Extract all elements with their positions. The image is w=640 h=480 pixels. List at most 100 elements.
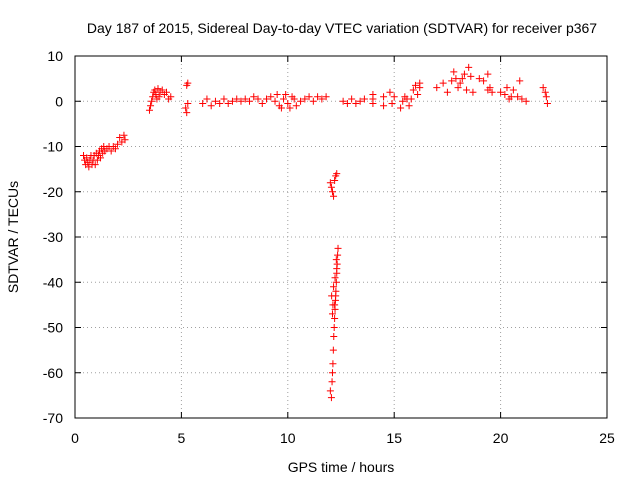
data-point bbox=[369, 90, 377, 98]
data-point bbox=[250, 93, 258, 101]
data-point bbox=[328, 310, 336, 318]
data-point bbox=[516, 77, 524, 85]
data-point bbox=[454, 84, 462, 92]
y-tick-label: -50 bbox=[43, 320, 63, 336]
grid-lines bbox=[75, 56, 607, 418]
data-point bbox=[91, 161, 99, 169]
data-point bbox=[448, 77, 456, 85]
data-point bbox=[328, 378, 336, 386]
data-point bbox=[329, 301, 337, 309]
data-point bbox=[182, 104, 190, 112]
y-tick-label: 0 bbox=[55, 93, 63, 109]
data-point bbox=[121, 136, 129, 144]
data-point bbox=[199, 100, 207, 108]
data-point bbox=[245, 97, 253, 105]
data-point bbox=[411, 81, 419, 89]
data-point bbox=[330, 192, 338, 200]
data-point bbox=[352, 100, 360, 108]
data-point bbox=[154, 85, 162, 93]
data-point bbox=[503, 84, 511, 92]
data-point bbox=[409, 86, 417, 94]
data-point bbox=[322, 93, 330, 101]
data-point bbox=[484, 86, 492, 94]
x-tick-label: 5 bbox=[178, 430, 186, 446]
data-point bbox=[305, 93, 313, 101]
data-point bbox=[111, 145, 119, 153]
data-point bbox=[158, 86, 166, 94]
y-tick-label: -10 bbox=[43, 139, 63, 155]
data-point bbox=[456, 79, 464, 87]
x-tick-label: 25 bbox=[599, 430, 615, 446]
data-point bbox=[145, 106, 153, 114]
x-tick-label: 20 bbox=[493, 430, 509, 446]
data-point bbox=[309, 97, 317, 105]
data-point bbox=[233, 95, 241, 103]
data-point bbox=[97, 154, 105, 162]
data-point bbox=[469, 88, 477, 96]
data-point bbox=[480, 77, 488, 85]
x-tick-label: 10 bbox=[280, 430, 296, 446]
data-point bbox=[120, 131, 128, 139]
data-point bbox=[277, 104, 285, 112]
x-axis-label: GPS time / hours bbox=[288, 459, 395, 475]
data-point bbox=[509, 86, 517, 94]
y-tick-label: 10 bbox=[47, 48, 63, 64]
data-point bbox=[286, 104, 294, 112]
data-point bbox=[267, 93, 275, 101]
data-point bbox=[333, 265, 341, 273]
data-point bbox=[148, 97, 156, 105]
data-point bbox=[273, 90, 281, 98]
data-point bbox=[330, 324, 338, 331]
data-point bbox=[467, 72, 475, 80]
data-point bbox=[332, 278, 340, 286]
data-point bbox=[147, 102, 155, 110]
data-point bbox=[416, 79, 424, 87]
y-axis-label: SDTVAR / TECUs bbox=[5, 181, 21, 293]
data-point bbox=[107, 147, 115, 155]
data-point bbox=[116, 133, 124, 141]
data-point bbox=[542, 93, 550, 101]
data-point bbox=[220, 95, 228, 103]
data-point bbox=[360, 95, 368, 103]
data-point bbox=[333, 170, 341, 178]
data-point bbox=[241, 95, 249, 103]
data-point bbox=[326, 179, 334, 187]
data-point bbox=[183, 81, 191, 89]
data-point bbox=[328, 188, 336, 196]
data-point bbox=[114, 140, 122, 148]
data-point bbox=[399, 97, 407, 105]
data-point bbox=[326, 387, 334, 395]
data-point bbox=[332, 256, 340, 264]
data-point bbox=[329, 360, 337, 368]
data-point bbox=[443, 88, 451, 96]
data-point bbox=[330, 283, 338, 291]
data-point bbox=[388, 100, 396, 108]
data-point bbox=[463, 86, 471, 94]
data-point bbox=[339, 97, 347, 105]
data-point bbox=[211, 97, 219, 105]
data-point bbox=[228, 97, 236, 105]
data-point bbox=[405, 102, 413, 110]
data-point bbox=[539, 84, 547, 92]
data-point bbox=[329, 346, 337, 354]
data-point bbox=[380, 102, 388, 110]
data-point bbox=[501, 90, 509, 98]
data-point bbox=[518, 95, 526, 103]
data-point bbox=[155, 93, 163, 101]
data-point bbox=[452, 75, 460, 83]
data-point bbox=[484, 70, 492, 78]
data-point bbox=[386, 88, 394, 96]
data-point bbox=[254, 95, 262, 103]
data-point bbox=[407, 95, 415, 103]
data-point bbox=[203, 95, 211, 103]
data-point bbox=[184, 100, 192, 108]
data-point bbox=[330, 333, 338, 341]
x-tick-labels: 0 5 10 15 20 25 bbox=[71, 430, 615, 446]
data-point bbox=[488, 88, 496, 96]
data-point bbox=[280, 95, 288, 103]
data-point bbox=[314, 93, 322, 101]
data-point bbox=[258, 100, 266, 108]
data-point bbox=[450, 68, 458, 76]
data-point bbox=[292, 102, 300, 110]
